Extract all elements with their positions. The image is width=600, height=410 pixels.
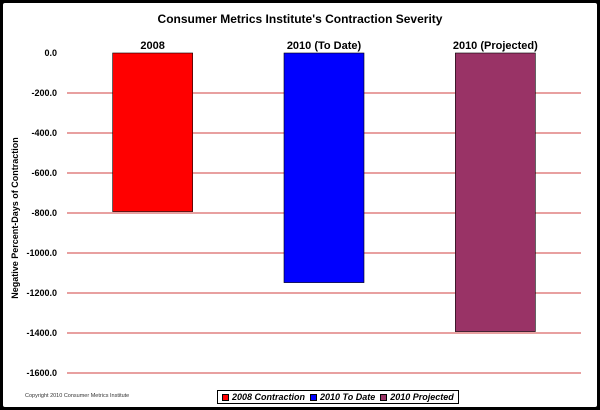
legend-item: 2010 Projected: [380, 392, 454, 402]
y-tick-label: -1200.0: [26, 288, 57, 298]
bar: [112, 52, 193, 212]
y-tick-label: 0.0: [44, 48, 57, 58]
chart-title: Consumer Metrics Institute's Contraction…: [158, 12, 443, 26]
legend-swatch: [310, 393, 318, 401]
legend-item: 2008 Contraction: [222, 392, 305, 402]
bar: [283, 52, 365, 283]
legend-swatch: [222, 393, 229, 401]
y-tick-label: -1000.0: [26, 248, 57, 258]
legend-item: 2010 To Date: [310, 392, 375, 402]
copyright-text: Copyright 2010 Consumer Metrics Institut…: [25, 393, 129, 399]
y-tick-label: -1400.0: [26, 328, 57, 338]
y-axis-label: Negative Percent-Days of Contraction: [10, 137, 20, 299]
chart-legend: 2008 Contraction 2010 To Date 2010 Project…: [217, 390, 459, 404]
y-tick-label: -400.0: [31, 128, 57, 138]
legend-label: 2010 To Date: [320, 392, 376, 402]
category-label: 2010 (To Date): [287, 40, 362, 52]
chart-frame: Consumer Metrics Institute's Contraction…: [3, 3, 597, 407]
legend-label: 2010 Projected: [390, 392, 454, 402]
category-label: 2010 (Projected): [453, 40, 538, 52]
bar-chart: Consumer Metrics Institute's Contraction…: [10, 12, 581, 399]
y-tick-label: -800.0: [31, 208, 57, 218]
category-label: 2008: [140, 40, 164, 52]
legend-swatch: [380, 393, 388, 401]
bar: [455, 52, 536, 332]
y-tick-label: -1600.0: [26, 368, 57, 378]
legend-label: 2008 Contraction: [232, 392, 306, 402]
y-tick-label: -200.0: [31, 88, 57, 98]
y-tick-label: -600.0: [31, 168, 57, 178]
